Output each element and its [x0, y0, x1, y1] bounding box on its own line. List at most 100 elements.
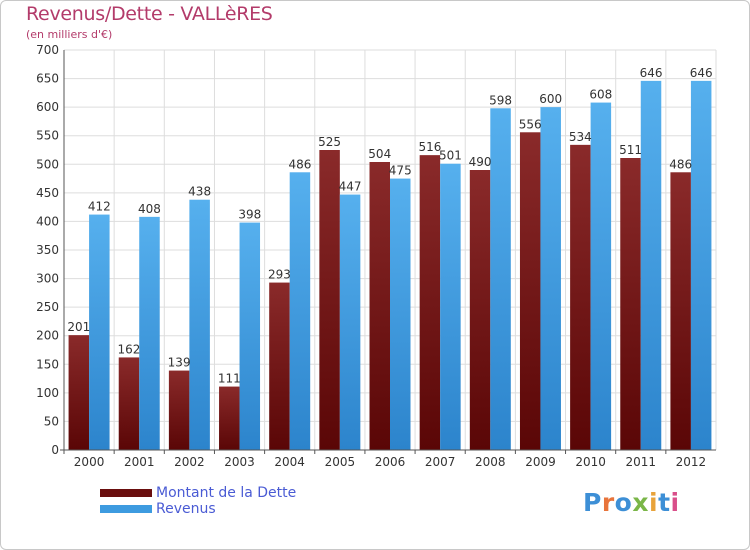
bar-debt [168, 370, 190, 450]
data-label-revenue: 608 [589, 88, 612, 102]
data-label-debt: 111 [218, 372, 241, 386]
bar-revenue [339, 194, 361, 450]
y-tick-label: 400 [36, 214, 59, 228]
bar-debt [269, 282, 290, 450]
bar-revenue [640, 80, 662, 450]
x-tick-label: 2003 [224, 455, 255, 469]
data-label-revenue: 646 [640, 66, 663, 80]
data-label-revenue: 475 [389, 164, 412, 178]
data-label-revenue: 398 [238, 208, 261, 222]
data-label-debt: 486 [669, 157, 692, 171]
bar-debt [68, 335, 90, 450]
x-tick-label: 2004 [274, 455, 305, 469]
x-tick-label: 2001 [124, 455, 155, 469]
bar-revenue [390, 178, 411, 451]
y-tick-label: 150 [36, 357, 59, 371]
data-label-revenue: 646 [690, 66, 713, 80]
bar-revenue [239, 222, 261, 450]
x-tick-label: 2007 [425, 455, 456, 469]
bar-revenue [590, 102, 612, 451]
data-label-debt: 139 [168, 356, 191, 370]
bar-debt [519, 132, 541, 451]
bar-debt [419, 155, 441, 450]
bar-revenue [139, 216, 160, 450]
bar-revenue [289, 172, 311, 451]
x-tick-label: 2008 [475, 455, 506, 469]
chart-title: Revenus/Dette - VALLèRES [26, 3, 273, 25]
brand-logo-letter: i [649, 488, 659, 517]
bar-debt [319, 150, 340, 450]
data-label-debt: 504 [368, 147, 391, 161]
legend-swatch-revenue [100, 505, 152, 513]
legend-label-debt: Montant de la Dette [156, 485, 297, 501]
y-tick-label: 350 [36, 243, 59, 257]
bar-revenue [540, 107, 561, 451]
data-label-debt: 516 [418, 140, 441, 154]
data-label-debt: 162 [118, 342, 141, 356]
bar-debt [219, 386, 240, 450]
data-label-debt: 556 [519, 117, 542, 131]
data-label-revenue: 486 [288, 157, 311, 171]
data-label-revenue: 600 [539, 92, 562, 106]
y-tick-label: 200 [36, 329, 59, 343]
brand-logo-letter: r [601, 488, 615, 517]
bar-debt [620, 158, 641, 450]
legend-swatch-debt [100, 489, 152, 497]
legend-item-debt: Montant de la Dette [100, 485, 296, 501]
data-label-revenue: 598 [489, 93, 512, 107]
y-tick-label: 700 [36, 43, 59, 57]
x-tick-label: 2009 [525, 455, 556, 469]
x-tick-label: 2000 [74, 455, 105, 469]
y-tick-label: 650 [36, 72, 59, 86]
y-tick-label: 100 [36, 386, 59, 400]
data-label-revenue: 412 [88, 200, 111, 214]
legend: Montant de la Dette Revenus [100, 485, 296, 517]
data-label-debt: 490 [469, 155, 492, 169]
brand-logo-letter: P [583, 488, 602, 517]
y-tick-label: 450 [36, 186, 59, 200]
data-label-revenue: 501 [439, 149, 462, 163]
chart-subtitle: (en milliers d'€) [26, 28, 113, 41]
data-label-debt: 534 [569, 130, 592, 144]
axis-layer: 0 50 100 150 200 250 300 350 400 450 500 550 600 650 7… [36, 43, 716, 469]
y-tick-label: 50 [44, 414, 59, 428]
y-tick-label: 300 [36, 272, 59, 286]
y-tick-label: 550 [36, 129, 59, 143]
legend-label-revenue: Revenus [156, 501, 216, 517]
data-label-revenue: 447 [339, 180, 362, 194]
bar-debt [118, 357, 140, 450]
data-label-revenue: 408 [138, 202, 161, 216]
bar-revenue [440, 163, 461, 450]
y-tick-label: 500 [36, 157, 59, 171]
bar-revenue [89, 214, 110, 450]
bar-revenue [490, 108, 511, 451]
legend-item-revenue: Revenus [100, 501, 296, 517]
bar-revenue [690, 80, 712, 450]
x-tick-label: 2005 [325, 455, 356, 469]
x-tick-label: 2011 [625, 455, 656, 469]
data-label-debt: 511 [619, 143, 642, 157]
data-label-debt: 293 [268, 268, 291, 282]
y-tick-label: 600 [36, 100, 59, 114]
y-tick-label: 0 [51, 443, 59, 457]
x-tick-label: 2002 [174, 455, 205, 469]
brand-logo-letter: x [632, 488, 649, 517]
data-label-debt: 201 [67, 320, 90, 334]
brand-logo-letter: i [670, 488, 680, 517]
y-tick-label: 250 [36, 300, 59, 314]
labels-layer: 201 412 162 408 139 438 111 398 293 486 525 447 504 4… [67, 66, 712, 386]
bar-debt [469, 170, 491, 450]
brand-logo: Proxiti [583, 488, 680, 517]
x-tick-label: 2010 [575, 455, 606, 469]
brand-logo-letter: o [614, 488, 633, 517]
x-tick-label: 2012 [676, 455, 707, 469]
data-label-debt: 525 [318, 135, 341, 149]
bar-debt [670, 172, 691, 451]
x-tick-label: 2006 [375, 455, 406, 469]
bar-debt [570, 144, 591, 450]
data-label-revenue: 438 [188, 185, 211, 199]
bars-layer [68, 80, 712, 451]
brand-logo-letter: t [658, 488, 671, 517]
bar-revenue [189, 199, 210, 450]
